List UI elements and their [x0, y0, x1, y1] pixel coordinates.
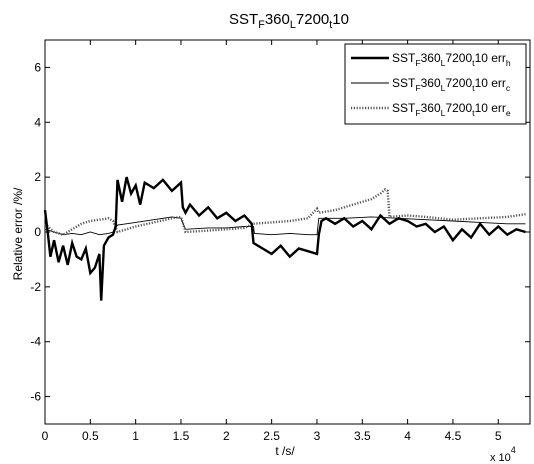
x-axis: 0 0.5 1 1.5 2 2.5 3 3.5 4 4.5 5 [42, 40, 502, 443]
y-axis: -6 -4 -2 0 2 4 6 [30, 60, 530, 404]
y-tick-label: 4 [34, 115, 41, 129]
legend-entry-label: SSTF360L7200t10 errc [392, 76, 511, 93]
series-line-err-c [44, 216, 526, 236]
y-tick-label: 6 [34, 60, 41, 74]
x-axis-label: t /s/ [275, 444, 295, 458]
x-axis-multiplier: x 104 [490, 445, 516, 464]
x-tick-label: 1 [132, 429, 139, 443]
x-tick-label: 2.5 [263, 429, 280, 443]
x-tick-label: 3 [314, 429, 321, 443]
x-tick-label: 0.5 [82, 429, 99, 443]
y-tick-label: -6 [30, 390, 41, 404]
legend: SSTF360L7200t10 errh SSTF360L7200t10 errc… [344, 43, 527, 125]
y-axis-label: Relative error /%/ [11, 187, 25, 280]
legend-entry-label: SSTF360L7200t10 erre [392, 101, 511, 118]
x-tick-label: 2 [223, 429, 230, 443]
x-tick-label: 1.5 [173, 429, 190, 443]
chart-title: SSTF360L7200t10 [229, 11, 349, 31]
x-tick-label: 0 [42, 429, 49, 443]
x-tick-label: 3.5 [354, 429, 371, 443]
x-tick-label: 5 [495, 429, 502, 443]
y-tick-label: 0 [34, 225, 41, 239]
y-tick-label: -4 [30, 335, 41, 349]
y-tick-label: 2 [34, 170, 41, 184]
legend-entry-label: SSTF360L7200t10 errh [392, 51, 511, 68]
x-tick-label: 4 [404, 429, 411, 443]
y-tick-label: -2 [30, 280, 41, 294]
x-tick-label: 4.5 [445, 429, 462, 443]
series-line-err-h [43, 176, 526, 301]
